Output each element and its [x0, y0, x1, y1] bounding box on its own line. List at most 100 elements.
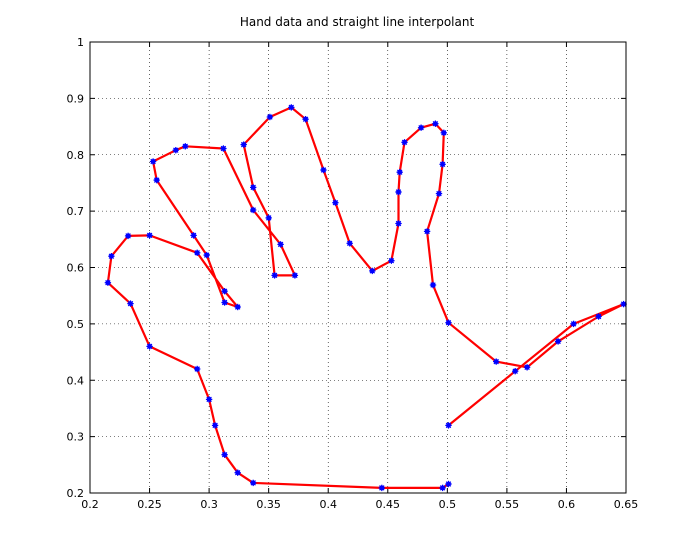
x-tick-label: 0.6 [558, 498, 576, 511]
data-point [332, 199, 339, 206]
data-point-stroke [182, 143, 189, 150]
chart-title: Hand data and straight line interpolant [240, 15, 475, 29]
data-point-stroke [271, 272, 278, 279]
data-point [221, 288, 228, 295]
data-point [445, 319, 452, 326]
y-tick-label: 0.2 [67, 487, 85, 500]
data-point [439, 161, 446, 168]
data-point-stroke [146, 343, 153, 350]
y-tick-label: 0.7 [67, 205, 85, 218]
data-point-stroke [250, 480, 256, 486]
data-point-stroke [493, 358, 499, 365]
data-point [182, 143, 189, 150]
data-point-stroke [439, 485, 446, 491]
data-point-stroke [221, 451, 228, 458]
data-point [249, 184, 257, 191]
data-point [369, 267, 376, 275]
data-point-stroke [418, 124, 424, 131]
data-point-stroke [424, 228, 430, 235]
data-point [220, 145, 227, 152]
data-point [193, 249, 201, 257]
data-point-stroke [369, 268, 376, 274]
data-point [554, 338, 562, 345]
data-point-stroke [220, 145, 227, 152]
data-point-stroke [153, 177, 160, 183]
data-point-stroke [432, 120, 439, 127]
data-point-stroke [212, 422, 218, 429]
y-tick-label: 1 [77, 36, 84, 49]
data-point-stroke [221, 299, 228, 306]
data-point-stroke [346, 240, 353, 247]
data-point-stroke [194, 366, 200, 372]
data-point-stroke [379, 485, 385, 491]
data-point-stroke [555, 338, 561, 345]
data-point-stroke [441, 130, 447, 136]
y-tick-label: 0.6 [67, 262, 85, 275]
marker-layer [104, 104, 627, 492]
data-point [153, 176, 160, 184]
data-point-stroke [302, 116, 309, 122]
data-point [523, 364, 531, 371]
y-tick-label: 0.8 [67, 149, 85, 162]
data-point-stroke [150, 158, 156, 165]
data-point-stroke [277, 241, 284, 248]
data-point [440, 129, 447, 137]
data-point-stroke [395, 189, 402, 195]
data-point [146, 343, 153, 350]
y-tick-label: 0.4 [67, 374, 85, 387]
data-point-stroke [240, 141, 247, 148]
data-point-stroke [395, 220, 402, 227]
data-point [211, 422, 219, 429]
data-point [221, 451, 228, 458]
data-point [205, 396, 213, 403]
data-point [620, 300, 627, 308]
data-point [127, 300, 134, 307]
x-tick-label: 0.3 [200, 498, 218, 511]
data-point [203, 251, 210, 259]
data-point [395, 188, 402, 196]
tick-label-layer: 0.2 0.25 0.3 0.35 0.4 0.45 0.5 0.55 0.6 0.65 0.2 0.… [67, 36, 639, 511]
data-point-stroke [221, 288, 228, 294]
data-point [108, 253, 115, 260]
data-point [320, 166, 327, 174]
data-point [512, 368, 519, 375]
x-tick-label: 0.55 [495, 498, 520, 511]
data-point-stroke [265, 215, 272, 221]
data-point [221, 299, 228, 306]
data-point-stroke [267, 114, 273, 120]
data-point [401, 139, 408, 146]
data-point [388, 257, 395, 264]
data-point-stroke [173, 147, 179, 153]
data-point-stroke [388, 257, 395, 264]
data-point-stroke [105, 279, 111, 286]
data-point [445, 480, 452, 488]
data-point [291, 272, 299, 279]
data-point-stroke [524, 364, 530, 371]
data-point-stroke [292, 272, 298, 279]
data-point-stroke [396, 169, 403, 175]
data-point-stroke [203, 252, 210, 258]
data-point-stroke [445, 481, 452, 487]
data-point-stroke [125, 233, 131, 239]
data-point [249, 206, 257, 214]
data-point [172, 146, 180, 154]
data-point [149, 158, 157, 165]
data-point [249, 479, 257, 487]
data-point-stroke [570, 321, 577, 327]
data-point-stroke [288, 104, 295, 111]
data-point [288, 104, 295, 111]
data-point [429, 281, 437, 289]
data-point-stroke [436, 190, 442, 197]
data-point [234, 469, 241, 476]
x-tick-label: 0.65 [614, 498, 639, 511]
data-point [595, 313, 602, 320]
data-point-stroke [190, 232, 197, 239]
data-point [417, 124, 425, 131]
data-point [570, 320, 577, 328]
y-tick-label: 0.9 [67, 92, 85, 105]
x-tick-label: 0.25 [137, 498, 162, 511]
y-tick-label: 0.3 [67, 431, 85, 444]
data-point [190, 232, 197, 239]
x-tick-label: 0.5 [439, 498, 457, 511]
